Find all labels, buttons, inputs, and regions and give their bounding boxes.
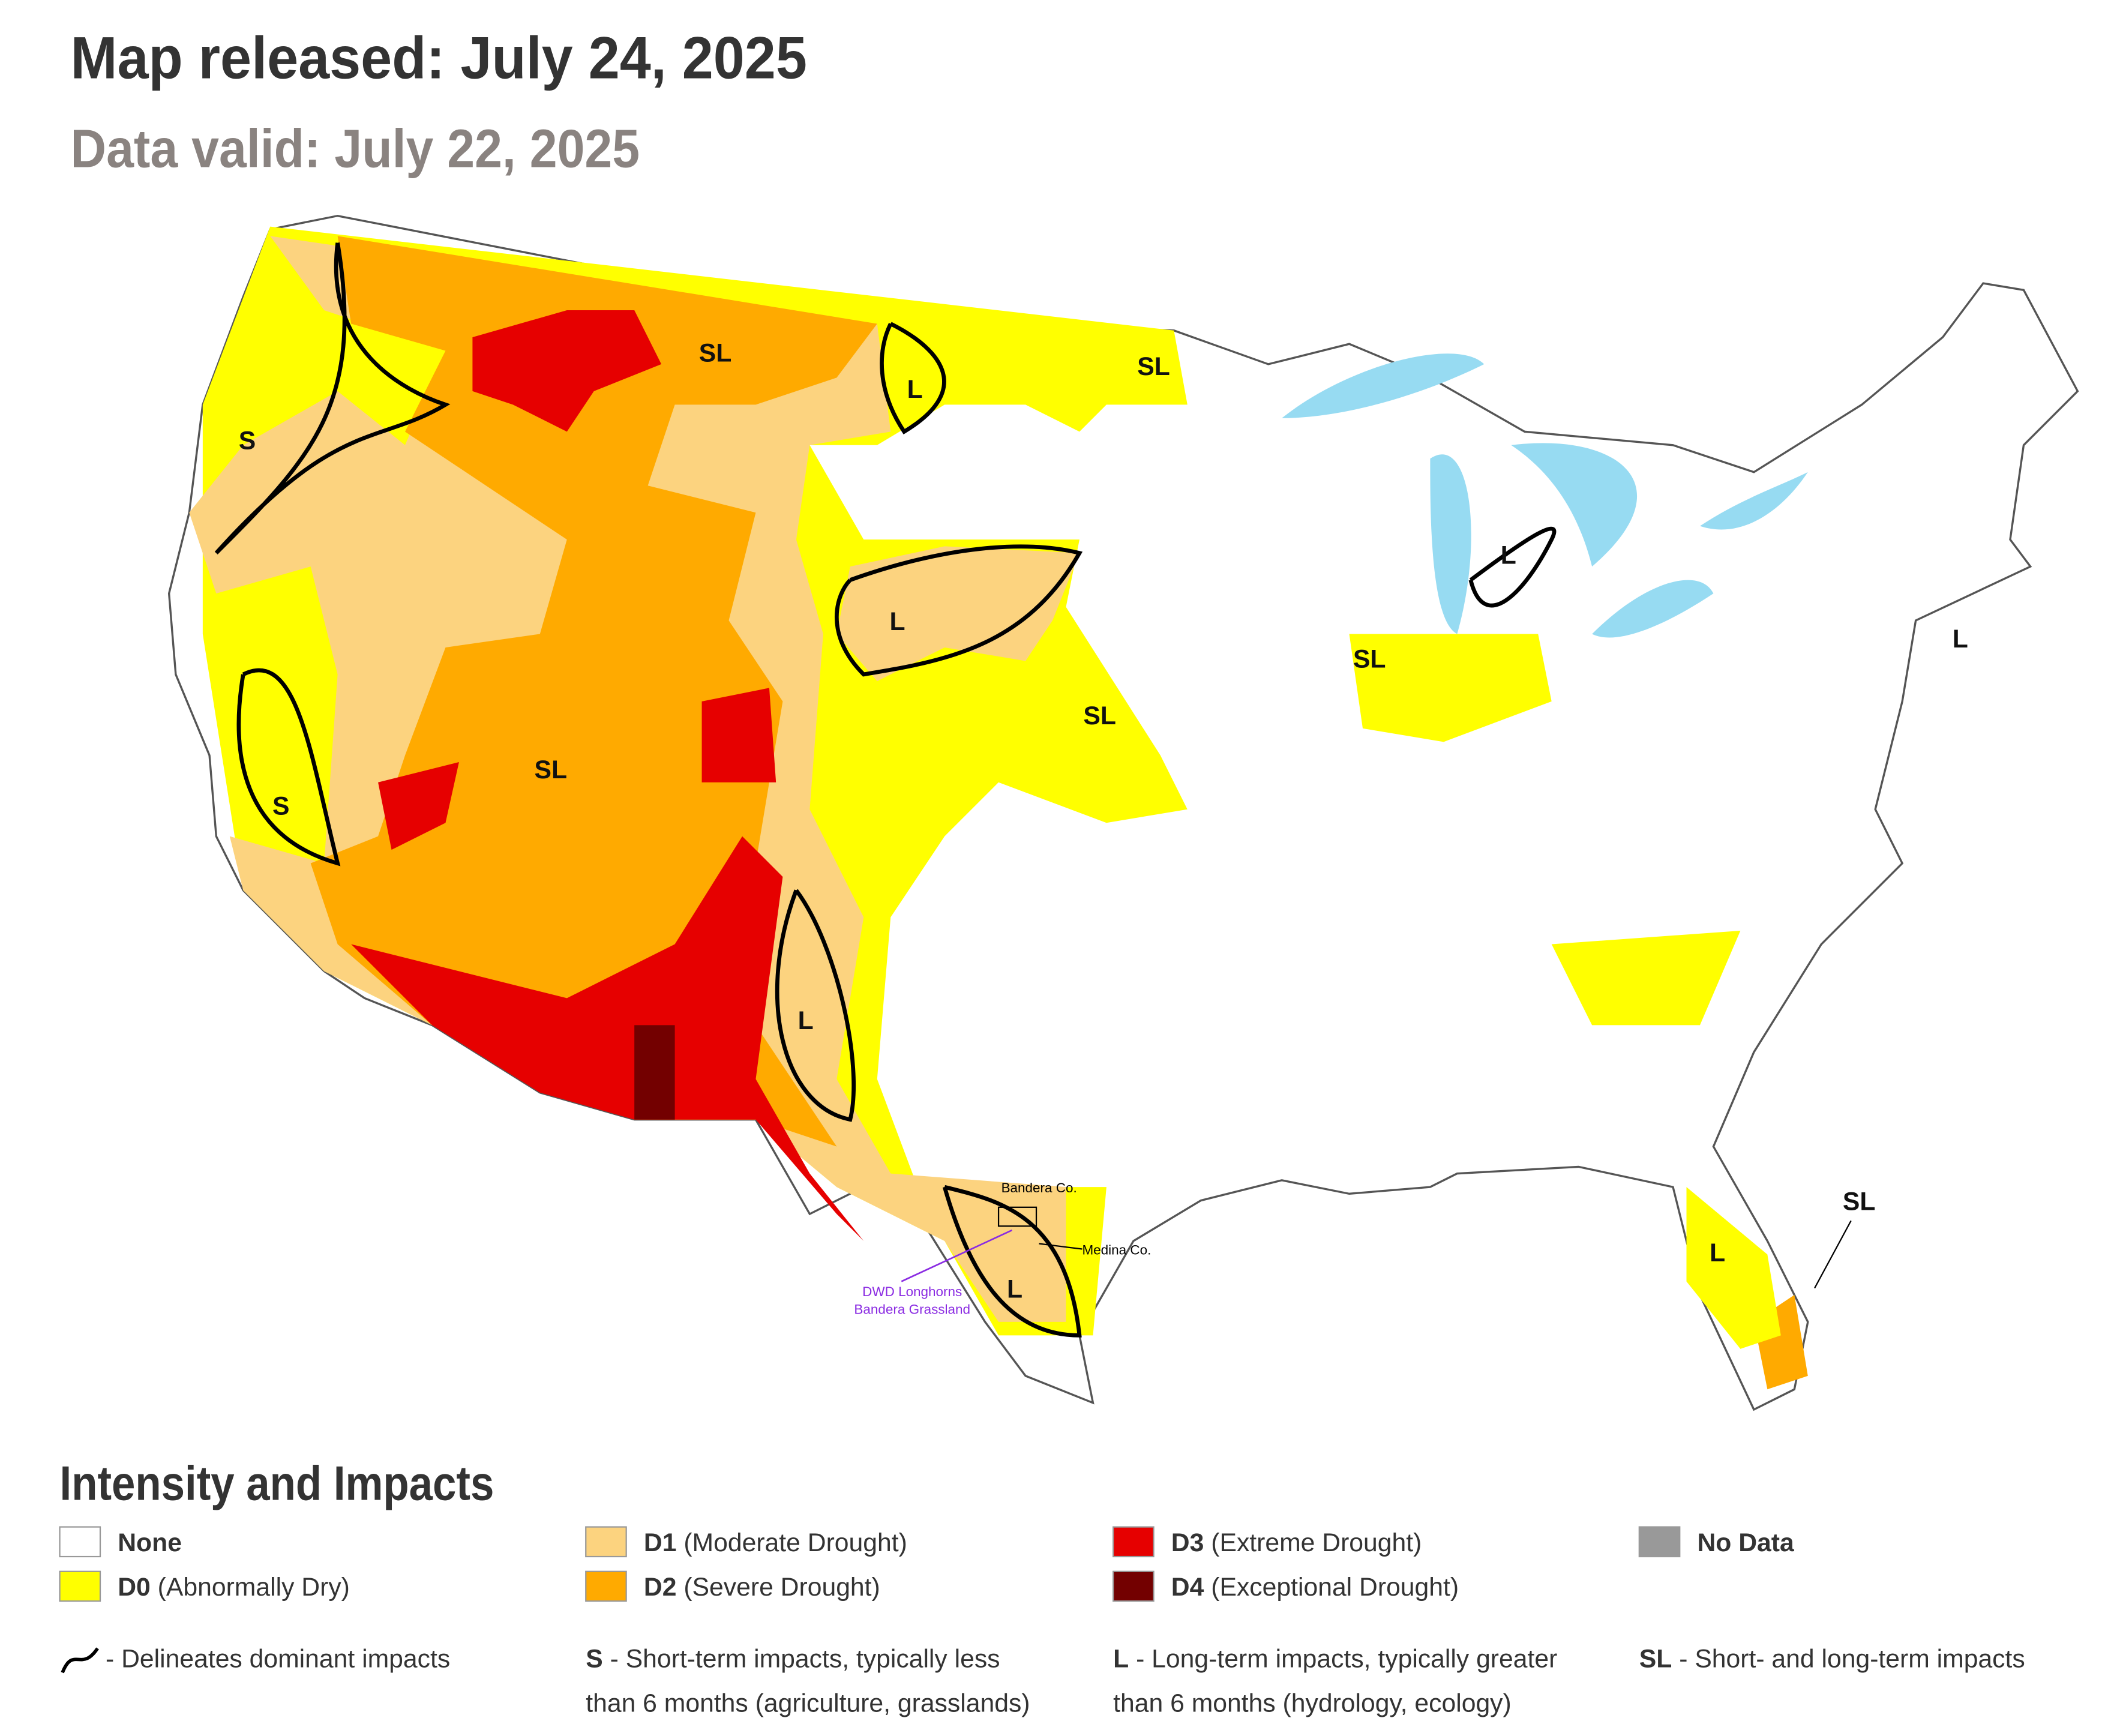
annotation: Medina Co. xyxy=(1082,1243,1151,1258)
legend-swatch xyxy=(585,1570,627,1602)
subtitle: Data valid: July 22, 2025 xyxy=(71,119,640,179)
impact-label: SL xyxy=(699,338,732,367)
legend-label: No Data xyxy=(1697,1528,1795,1557)
impact-note: S - Short-term impacts, typically less xyxy=(586,1644,1000,1673)
legend-label: D0 (Abnormally Dry) xyxy=(118,1573,350,1602)
d0-area-se xyxy=(1551,931,1741,1026)
legend-label: None xyxy=(118,1528,182,1557)
impact-symbol: S xyxy=(586,1644,602,1673)
title: Map released: July 24, 2025 xyxy=(71,24,807,91)
legend-swatch xyxy=(59,1526,101,1558)
d0-area-mw xyxy=(1349,634,1552,742)
impact-text: - Short- and long-term impacts xyxy=(1679,1644,2025,1673)
legend-code: D0 xyxy=(118,1573,151,1602)
impact-label: SL xyxy=(1083,701,1116,730)
legend-code: No Data xyxy=(1697,1528,1795,1557)
impact-label: SL xyxy=(1843,1187,1876,1216)
d3-area xyxy=(351,836,864,1242)
legend-label: D3 (Extreme Drought) xyxy=(1171,1528,1422,1557)
impact-label: L xyxy=(889,607,905,636)
legend-code: D3 xyxy=(1171,1528,1204,1557)
impact-label: S xyxy=(239,427,256,455)
legend-desc: (Abnormally Dry) xyxy=(158,1573,350,1602)
impact-label: L xyxy=(798,1006,814,1035)
legend-swatch xyxy=(1638,1526,1681,1558)
impact-label: L xyxy=(907,375,923,404)
impact-label: SL xyxy=(535,755,568,784)
impact-symbol: SL xyxy=(1639,1644,1672,1673)
impact-text: - Long-term impacts, typically greater xyxy=(1136,1644,1557,1673)
county-box xyxy=(997,1206,1037,1227)
legend-swatch xyxy=(1113,1526,1155,1558)
d3-area xyxy=(701,688,776,782)
legend-code: D1 xyxy=(644,1528,677,1557)
impact-note: - Delineates dominant impacts xyxy=(106,1644,450,1673)
legend-label: D2 (Severe Drought) xyxy=(644,1573,880,1602)
legend-desc: (Exceptional Drought) xyxy=(1211,1573,1459,1602)
leader-line xyxy=(901,1229,1013,1282)
legend-swatch xyxy=(1113,1570,1155,1602)
legend-desc: (Moderate Drought) xyxy=(683,1528,907,1557)
impact-label: L xyxy=(1501,541,1516,570)
impact-note: than 6 months (agriculture, grasslands) xyxy=(586,1689,1030,1718)
impact-text: - Delineates dominant impacts xyxy=(106,1644,450,1673)
legend-code: D4 xyxy=(1171,1573,1204,1602)
legend-code: D2 xyxy=(644,1573,677,1602)
legend-code: None xyxy=(118,1528,182,1557)
leader-line xyxy=(1039,1243,1083,1250)
legend-swatch xyxy=(59,1570,101,1602)
impact-text: than 6 months (hydrology, ecology) xyxy=(1113,1689,1512,1718)
d1-area-plains xyxy=(836,546,1080,682)
impact-note: L - Long-term impacts, typically greater xyxy=(1113,1644,1557,1673)
legend-swatch xyxy=(585,1526,627,1558)
legend-title: Intensity and Impacts xyxy=(60,1457,494,1511)
impact-label: SL xyxy=(1137,352,1170,381)
legend-label: D4 (Exceptional Drought) xyxy=(1171,1573,1459,1602)
impact-text: than 6 months (agriculture, grasslands) xyxy=(586,1689,1030,1718)
impact-label: L xyxy=(1953,625,1968,653)
legend-label: D1 (Moderate Drought) xyxy=(644,1528,907,1557)
impact-text: - Short-term impacts, typically less xyxy=(610,1644,1000,1673)
impact-label: L xyxy=(1710,1239,1725,1267)
annotation: Bandera Grassland xyxy=(854,1302,970,1317)
impact-lines xyxy=(214,242,1557,1338)
annotation: DWD Longhorns xyxy=(862,1284,962,1299)
impact-line-symbol xyxy=(61,1647,99,1674)
map xyxy=(167,214,2079,1411)
d0-area-fl xyxy=(1686,1187,1781,1349)
d3-area xyxy=(472,310,662,432)
leader-line xyxy=(1814,1220,1852,1289)
legend: Intensity and Impacts None D0 (Abnormally … xyxy=(59,1457,2025,1718)
annotation: Bandera Co. xyxy=(1001,1180,1077,1195)
impact-symbol: L xyxy=(1113,1644,1129,1673)
d3-area xyxy=(378,762,459,850)
impact-note: than 6 months (hydrology, ecology) xyxy=(1113,1689,1512,1718)
impact-label: S xyxy=(272,792,289,821)
legend-desc: (Extreme Drought) xyxy=(1211,1528,1422,1557)
legend-desc: (Severe Drought) xyxy=(683,1573,880,1602)
d4-area xyxy=(634,1025,675,1120)
impact-label: L xyxy=(1007,1275,1022,1303)
impact-note: SL - Short- and long-term impacts xyxy=(1639,1644,2025,1673)
impact-label: SL xyxy=(1353,645,1386,674)
